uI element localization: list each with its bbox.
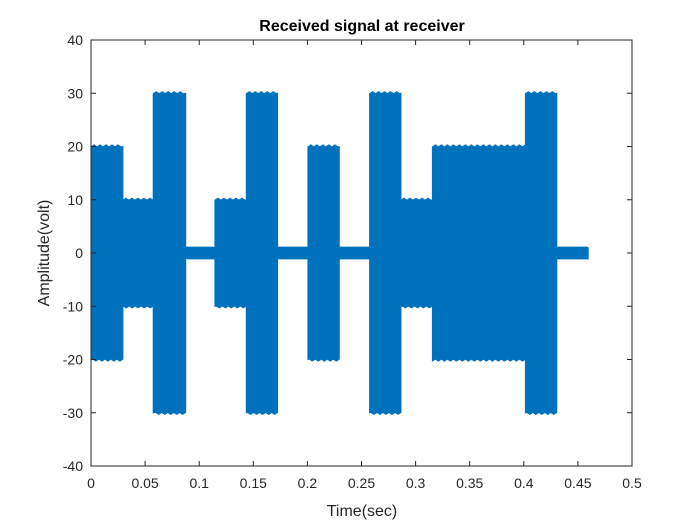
- signal-segment-4: [214, 197, 247, 309]
- y-tick-label-3: -10: [63, 298, 83, 314]
- x-tick-label-5: 0.25: [348, 475, 375, 491]
- x-tick-label-3: 0.15: [240, 475, 267, 491]
- y-tick-label-4: 0: [75, 245, 83, 261]
- y-tick-label-5: 10: [67, 192, 83, 208]
- x-tick-label-8: 0.4: [514, 475, 534, 491]
- y-tick-label-1: -30: [63, 405, 83, 421]
- signal-segment-12: [524, 91, 558, 416]
- x-tick-label-2: 0.1: [189, 475, 209, 491]
- signal-segment-3: [185, 246, 216, 260]
- x-tick-label-7: 0.35: [456, 475, 483, 491]
- signal-segment-8: [338, 246, 371, 260]
- x-axis-label: Time(sec): [327, 503, 398, 520]
- x-tick-label-4: 0.2: [298, 475, 318, 491]
- signal-segment-7: [307, 144, 340, 362]
- signal-segment-1: [122, 197, 154, 309]
- signal-segment-5: [245, 91, 279, 416]
- y-tick-label-0: -40: [63, 458, 83, 474]
- signal-segment-11: [431, 143, 526, 363]
- signal-segment-2: [152, 91, 187, 416]
- signal-segment-9: [369, 91, 402, 416]
- y-axis-label: Amplitude(volt): [36, 200, 53, 307]
- x-tick-label-6: 0.3: [406, 475, 426, 491]
- signal-segment-6: [277, 246, 309, 260]
- y-tick-label-2: -20: [63, 352, 83, 368]
- x-tick-label-1: 0.05: [131, 475, 158, 491]
- x-tick-label-10: 0.5: [622, 475, 642, 491]
- signal-segment-10: [400, 197, 433, 309]
- y-tick-label-8: 40: [67, 32, 83, 48]
- signal-segment-13: [556, 246, 589, 260]
- axis-ticks: 0 0.05 0.1 0.15 0.2 0.25 0.3 0.35 0.4 0.45 0.5 -40 -…: [63, 32, 642, 491]
- chart-title: Received signal at receiver: [259, 18, 464, 35]
- y-tick-label-7: 30: [67, 85, 83, 101]
- signal-plot: [90, 91, 589, 416]
- x-tick-label-0: 0: [87, 475, 95, 491]
- y-tick-label-6: 20: [67, 139, 83, 155]
- signal-segment-0: [90, 144, 124, 362]
- x-tick-label-9: 0.45: [564, 475, 591, 491]
